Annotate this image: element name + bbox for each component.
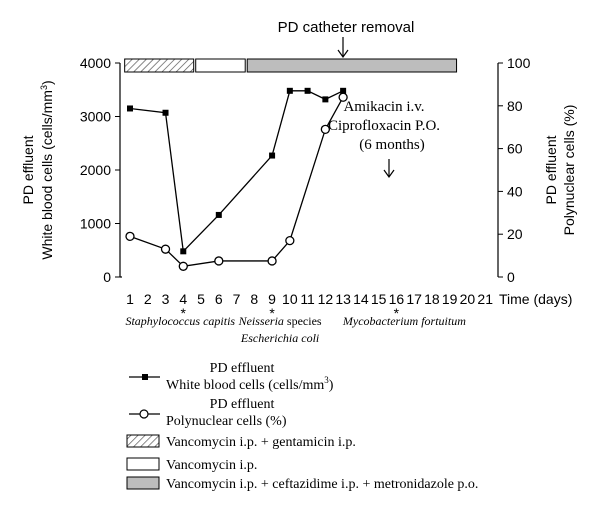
- treatment-segment-white: [195, 58, 246, 73]
- x-tick-label: 3: [162, 291, 170, 307]
- legend-white-box: [126, 457, 160, 471]
- legend-wbc-marker: [142, 374, 148, 380]
- x-tick-label: 1: [126, 291, 134, 307]
- legend-vancomycin-label: Vancomycin i.p.: [166, 458, 257, 473]
- catheter-removal-arrow-head: [337, 49, 349, 59]
- right-y-axis-subtitle: Polynuclear cells (%): [561, 105, 577, 236]
- wbc-point: [340, 87, 347, 94]
- right-y-tick-label: 100: [507, 55, 531, 71]
- x-tick-label: 6: [215, 291, 223, 307]
- x-tick-label: 5: [197, 291, 205, 307]
- x-tick-label: 2: [144, 291, 152, 307]
- left-y-tick-label: 4000: [80, 55, 111, 71]
- series-polynuclear-cells: [125, 92, 348, 271]
- left-y-tick-label: 0: [103, 269, 111, 285]
- legend-pmn-marker: [139, 409, 149, 419]
- legend-pmn-label-2: Polynuclear cells (%): [166, 414, 287, 429]
- x-tick-label: 7: [233, 291, 241, 307]
- organism-marker: *: [181, 305, 187, 321]
- x-tick-label: 13: [335, 291, 351, 307]
- legend-gentamicin-label: Vancomycin i.p. + gentamicin i.p.: [166, 435, 356, 450]
- wbc-point: [322, 96, 329, 103]
- wbc-point: [269, 152, 276, 159]
- treatment-segment-hatched: [124, 58, 195, 73]
- organism-marker: *: [269, 305, 275, 321]
- legend-pmn-label-1: PD effluent: [210, 397, 275, 412]
- right-y-tick-label: 60: [507, 141, 523, 157]
- pmn-point: [160, 244, 171, 254]
- organism-label: Escherichia coli: [240, 331, 319, 345]
- pmn-point: [338, 92, 348, 102]
- x-tick-label: 20: [460, 291, 476, 307]
- wbc-point: [127, 105, 133, 112]
- catheter-removal-annotation: PD catheter removal: [278, 19, 415, 36]
- x-tick-label: 18: [424, 291, 440, 307]
- x-axis-title: Time (days): [499, 291, 572, 307]
- left-y-ticks: 0 1000 2000 3000 4000: [80, 55, 120, 285]
- x-tick-label: 19: [442, 291, 458, 307]
- right-y-tick-label: 0: [507, 269, 515, 285]
- legend-hatched-box: [126, 434, 160, 448]
- right-y-tick-label: 80: [507, 98, 523, 114]
- legend-wbc-label-2: White blood cells (cells/mm3): [166, 375, 334, 393]
- wbc-point: [286, 87, 293, 94]
- x-tick-label: 10: [282, 291, 298, 307]
- left-y-tick-label: 3000: [80, 109, 111, 125]
- antibiotic-arrow-head: [383, 169, 395, 179]
- pmn-point: [214, 256, 224, 266]
- series-white-blood-cells: [127, 87, 347, 255]
- organism-marker: *: [394, 305, 400, 321]
- treatment-segment-gray: [246, 58, 458, 73]
- legend-gray-box: [126, 476, 160, 490]
- left-y-tick-label: 2000: [80, 162, 111, 178]
- legend-wbc-label-1: PD effluent: [210, 361, 275, 376]
- pmn-point: [178, 261, 188, 271]
- left-y-axis-title: PD effluent: [20, 135, 36, 204]
- right-y-axis-title: PD effluent: [543, 135, 559, 204]
- duration-annotation: (6 months): [359, 137, 424, 153]
- wbc-point: [215, 211, 222, 218]
- x-tick-label: 16: [389, 291, 405, 307]
- x-tick-label: 21: [477, 291, 493, 307]
- ciprofloxacin-annotation: Ciprofloxacin P.O.: [328, 118, 440, 134]
- x-tick-label: 4: [179, 291, 187, 307]
- x-tick-label: 14: [353, 291, 369, 307]
- x-tick-label: 11: [300, 291, 315, 307]
- pmn-point: [267, 256, 277, 266]
- pmn-point: [125, 231, 135, 241]
- organism-label: Staphylococcus capitis: [125, 314, 235, 328]
- pmn-point: [320, 124, 331, 134]
- wbc-line: [129, 90, 344, 253]
- pmn-line: [129, 96, 344, 267]
- wbc-point: [162, 109, 169, 116]
- left-y-tick-label: 1000: [80, 216, 111, 232]
- x-tick-label: 12: [318, 291, 334, 307]
- legend-ceftazidime-label: Vancomycin i.p. + ceftazidime i.p. + met…: [166, 477, 478, 492]
- x-tick-label: 15: [371, 291, 387, 307]
- organism-annotations: *Staphylococcus capitis *Neisseria specie…: [125, 305, 466, 345]
- pmn-point: [285, 235, 295, 246]
- right-y-tick-label: 20: [507, 226, 523, 242]
- organism-label: Neisseria species: [238, 314, 322, 328]
- right-y-tick-label: 40: [507, 183, 523, 199]
- legend: PD effluent White blood cells (cells/mm3…: [126, 361, 478, 492]
- organism-label: Mycobacterium fortuitum: [342, 314, 466, 328]
- treatment-bar: [124, 58, 458, 73]
- right-y-ticks: 0 20 40 60 80 100: [498, 55, 531, 285]
- wbc-point: [304, 87, 311, 94]
- left-y-axis-subtitle: White blood cells (cells/mm3): [39, 80, 55, 259]
- amikacin-annotation: Amikacin i.v.: [343, 99, 424, 115]
- x-tick-label: 9: [268, 291, 276, 307]
- wbc-point: [180, 248, 187, 255]
- x-tick-labels: 1 2 3 4 5 6 7 8 9 10 11 12 13 14 15 16 17 18 19 20 21: [126, 291, 493, 307]
- x-tick-label: 8: [250, 291, 258, 307]
- x-tick-label: 17: [406, 291, 422, 307]
